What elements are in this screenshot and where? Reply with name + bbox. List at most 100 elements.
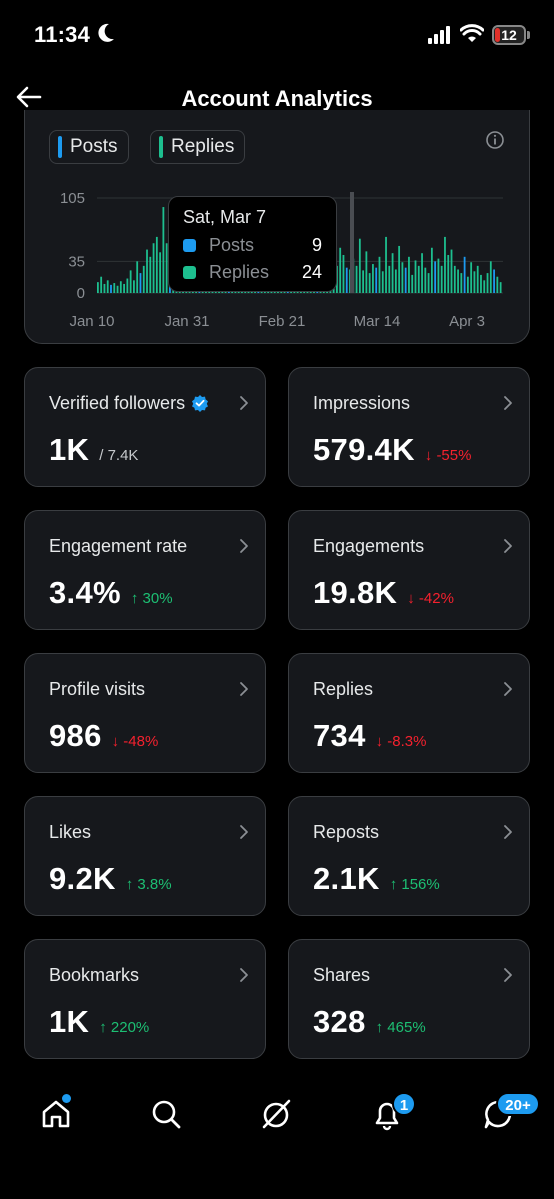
chart-bar[interactable] bbox=[155, 236, 158, 293]
chart-bar[interactable] bbox=[398, 245, 401, 293]
chevron-right-icon bbox=[240, 539, 248, 553]
chart-bar[interactable] bbox=[453, 265, 456, 293]
chart-bar[interactable] bbox=[450, 249, 453, 293]
chart-bar[interactable] bbox=[142, 265, 145, 293]
chart-bar[interactable] bbox=[100, 276, 103, 293]
legend-posts[interactable]: Posts bbox=[49, 130, 129, 164]
chart-bar[interactable] bbox=[345, 267, 348, 293]
chart-bar[interactable] bbox=[463, 256, 466, 293]
chart-bar[interactable] bbox=[496, 276, 499, 293]
cellular-signal-icon bbox=[428, 26, 450, 44]
chart-bar[interactable] bbox=[404, 267, 407, 293]
chart-bar[interactable] bbox=[493, 269, 495, 293]
chart-bar[interactable] bbox=[430, 247, 433, 293]
info-icon[interactable] bbox=[485, 130, 505, 150]
search-icon[interactable] bbox=[146, 1094, 186, 1134]
tooltip-row-posts: Posts 9 bbox=[183, 235, 322, 257]
metric-delta: ↓ -55% bbox=[425, 447, 472, 464]
metric-card-reposts[interactable]: Reposts 2.1K ↑ 156% bbox=[288, 796, 530, 916]
chart-bar[interactable] bbox=[476, 265, 479, 293]
chart-bar[interactable] bbox=[368, 273, 371, 293]
chart-bar[interactable] bbox=[434, 261, 437, 293]
chart-bar[interactable] bbox=[394, 269, 397, 293]
chart-bar[interactable] bbox=[460, 273, 463, 293]
chart-bar[interactable] bbox=[489, 261, 492, 293]
chart-bar[interactable] bbox=[486, 273, 489, 293]
chart-bar[interactable] bbox=[424, 267, 427, 293]
notifications-icon[interactable] bbox=[367, 1094, 407, 1134]
chart-bar[interactable] bbox=[421, 253, 423, 293]
chart-bar[interactable] bbox=[165, 243, 168, 293]
chart-bar[interactable] bbox=[133, 280, 135, 293]
chart-bar[interactable] bbox=[106, 280, 109, 293]
chart-bar[interactable] bbox=[470, 262, 473, 293]
chart-bar[interactable] bbox=[342, 255, 345, 293]
chart-bar[interactable] bbox=[162, 207, 165, 293]
home-icon[interactable] bbox=[36, 1094, 76, 1134]
chart-bar[interactable] bbox=[116, 285, 119, 293]
chart-bar[interactable] bbox=[473, 271, 476, 293]
chart-bar[interactable] bbox=[159, 252, 162, 293]
grok-icon[interactable] bbox=[256, 1094, 296, 1134]
chart-bar[interactable] bbox=[401, 262, 404, 293]
chart-bar[interactable] bbox=[110, 284, 112, 293]
chart-bar[interactable] bbox=[427, 273, 430, 293]
chart-bar[interactable] bbox=[385, 236, 387, 293]
metric-card-shares[interactable]: Shares 328 ↑ 465% bbox=[288, 939, 530, 1059]
chart-bar[interactable] bbox=[480, 274, 482, 293]
legend-replies[interactable]: Replies bbox=[150, 130, 246, 164]
chart-bar[interactable] bbox=[447, 255, 450, 293]
metric-card-verified-followers[interactable]: Verified followers 1K / 7.4K bbox=[24, 367, 266, 487]
metric-card-impressions[interactable]: Impressions 579.4K ↓ -55% bbox=[288, 367, 530, 487]
chart-bar[interactable] bbox=[103, 283, 106, 293]
metric-card-engagement-rate[interactable]: Engagement rate 3.4% ↑ 30% bbox=[24, 510, 266, 630]
activity-chart-card: Posts Replies 105 35 0 Jan 10 Jan 31 Feb 21 Ma… bbox=[24, 110, 530, 344]
chart-bar[interactable] bbox=[139, 273, 142, 293]
chart-bar[interactable] bbox=[381, 271, 384, 293]
chart-bar[interactable] bbox=[365, 251, 368, 293]
chart-bar[interactable] bbox=[146, 249, 148, 293]
chart-bar[interactable] bbox=[339, 247, 342, 293]
chart-bar[interactable] bbox=[129, 270, 132, 293]
metric-card-replies[interactable]: Replies 734 ↓ -8.3% bbox=[288, 653, 530, 773]
chart-bar[interactable] bbox=[483, 280, 486, 293]
chart-bar[interactable] bbox=[444, 236, 446, 293]
chart-bar[interactable] bbox=[136, 261, 139, 293]
chart-bar[interactable] bbox=[499, 282, 502, 293]
chart-bar[interactable] bbox=[126, 278, 129, 293]
metric-delta-value: 465% bbox=[387, 1019, 426, 1036]
chart-bar[interactable] bbox=[378, 256, 381, 293]
chart-bar[interactable] bbox=[417, 265, 420, 293]
back-arrow-icon[interactable] bbox=[14, 82, 44, 112]
chart-bar[interactable] bbox=[375, 267, 378, 293]
tooltip-replies-value: 24 bbox=[301, 262, 322, 282]
metric-value-text: 986 bbox=[49, 718, 102, 753]
chart-bar[interactable] bbox=[388, 265, 391, 293]
chart-bar[interactable] bbox=[391, 253, 394, 293]
chart-bar[interactable] bbox=[123, 283, 125, 293]
chart-bar[interactable] bbox=[414, 260, 417, 293]
chart-bar[interactable] bbox=[355, 265, 358, 293]
chart-bar[interactable] bbox=[411, 274, 414, 293]
arrow-down-icon: ↓ bbox=[407, 590, 419, 607]
chart-bar[interactable] bbox=[152, 243, 155, 293]
metric-card-likes[interactable]: Likes 9.2K ↑ 3.8% bbox=[24, 796, 266, 916]
chart-bar[interactable] bbox=[372, 264, 374, 293]
chart-bar[interactable] bbox=[457, 269, 459, 293]
moon-icon bbox=[98, 23, 114, 42]
chart-bar[interactable] bbox=[437, 258, 440, 293]
x-tick-label: Feb 21 bbox=[259, 313, 306, 330]
metric-card-engagements[interactable]: Engagements 19.8K ↓ -42% bbox=[288, 510, 530, 630]
chart-bar[interactable] bbox=[408, 256, 410, 293]
chart-bar[interactable] bbox=[362, 270, 365, 293]
bottom-nav: 1 20+ bbox=[0, 1080, 554, 1199]
metric-card-bookmarks[interactable]: Bookmarks 1K ↑ 220% bbox=[24, 939, 266, 1059]
chart-bar[interactable] bbox=[466, 276, 469, 293]
chart-bar[interactable] bbox=[97, 282, 99, 293]
chart-bar[interactable] bbox=[149, 256, 152, 293]
chart-bar[interactable] bbox=[113, 283, 116, 293]
metric-card-profile-visits[interactable]: Profile visits 986 ↓ -48% bbox=[24, 653, 266, 773]
chart-bar[interactable] bbox=[358, 238, 361, 293]
chart-bar[interactable] bbox=[440, 265, 443, 293]
chart-bar[interactable] bbox=[119, 281, 122, 293]
